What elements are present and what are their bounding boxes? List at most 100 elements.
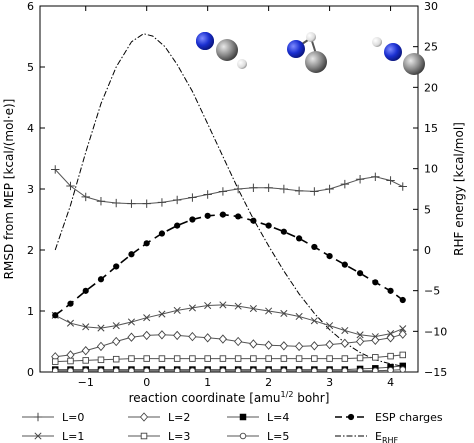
data-point-esp-charges [387, 287, 394, 294]
legend-marker [33, 412, 43, 422]
legend-item-l-5: L=5 [227, 430, 289, 443]
data-point-esp-charges [128, 251, 135, 258]
x-tick-label: −1 [78, 376, 94, 389]
data-point-l-3 [51, 358, 59, 365]
data-point-esp-charges [341, 261, 348, 268]
data-point-l-2 [81, 345, 90, 356]
data-point-l-1 [204, 301, 212, 310]
data-point-l-0 [340, 179, 350, 189]
data-point-l-1 [66, 319, 75, 327]
data-point-l-1 [127, 318, 136, 326]
data-point-l-1 [188, 304, 196, 312]
y-right-tick-label: 20 [424, 81, 438, 94]
data-point-l-2 [386, 333, 395, 343]
data-point-l-0 [157, 198, 167, 207]
data-point-l-5 [399, 366, 407, 372]
data-point-l-0 [249, 183, 258, 192]
y-tick-label: 3 [27, 183, 34, 196]
data-point-l-1 [399, 325, 407, 333]
data-point-l-2 [264, 340, 273, 350]
legend-label: L=2 [168, 411, 190, 424]
data-point-l-0 [112, 198, 121, 208]
data-point-l-5 [112, 367, 120, 372]
data-point-l-1 [82, 323, 90, 331]
data-point-l-0 [264, 183, 273, 192]
data-point-l-2 [142, 330, 151, 341]
data-point-l-2 [96, 341, 106, 352]
data-point-esp-charges [67, 300, 74, 307]
data-point-l-5 [265, 367, 272, 372]
data-point-l-5 [326, 367, 333, 372]
data-point-esp-charges [250, 217, 257, 224]
series-l-2 [51, 329, 407, 362]
data-point-l-5 [204, 367, 211, 372]
data-point-l-5 [189, 367, 196, 372]
data-point-l-5 [128, 367, 135, 372]
data-point-l-0 [51, 165, 60, 174]
data-point-l-3 [399, 351, 407, 359]
data-point-l-3 [143, 355, 150, 362]
y-right-tick-label: −15 [424, 366, 447, 379]
data-point-l-3 [204, 355, 211, 362]
data-point-l-1 [295, 312, 303, 321]
data-point-l-3 [97, 356, 105, 364]
legend-marker [239, 413, 247, 421]
x-axis-label: reaction coordinate [amu1/2 bohr] [129, 390, 330, 405]
data-point-l-0 [355, 175, 365, 184]
data-point-l-3 [158, 355, 166, 362]
legend-item-l-1: L=1 [22, 430, 84, 443]
data-point-l-5 [97, 367, 105, 372]
data-point-l-2 [355, 336, 365, 347]
data-point-esp-charges [265, 222, 272, 229]
legend-marker [239, 432, 247, 440]
legend-marker [139, 412, 149, 422]
data-point-l-1 [249, 305, 257, 313]
legend-label: L=4 [267, 411, 289, 424]
data-point-l-3 [234, 355, 242, 362]
data-point-l-5 [219, 367, 227, 372]
series-esp-charges [52, 211, 406, 319]
data-point-l-3 [326, 355, 333, 362]
legend-label: ERHF [375, 430, 399, 443]
data-point-l-3 [280, 355, 288, 362]
legend: L=0 L=1 L=2 L=3 L=4 L=5 ESP charges ERHF [22, 411, 443, 443]
data-point-l-0 [325, 184, 334, 194]
legend-item-l-4: L=4 [227, 411, 289, 424]
data-point-l-0 [398, 182, 407, 191]
data-point-esp-charges [399, 296, 406, 304]
molecule-isomer-icon [372, 37, 425, 75]
y-right-tick-label: 10 [424, 163, 438, 176]
y-tick-label: 2 [27, 244, 34, 257]
data-point-l-2 [112, 336, 121, 347]
data-point-l-3 [295, 355, 303, 362]
legend-label: ESP charges [375, 411, 443, 424]
y-right-tick-label: −10 [424, 325, 447, 338]
data-point-l-3 [311, 355, 318, 362]
legend-marker [34, 432, 42, 440]
data-point-l-2 [203, 333, 212, 343]
data-point-l-3 [265, 355, 272, 362]
data-point-esp-charges [189, 216, 196, 223]
data-point-l-3 [387, 352, 394, 360]
data-point-l-1 [173, 306, 181, 314]
legend-marker [140, 432, 148, 440]
data-point-l-5 [311, 367, 318, 372]
molecule-transition-icon [287, 32, 327, 73]
data-point-l-2 [188, 331, 197, 342]
data-point-l-2 [234, 336, 243, 347]
data-point-l-3 [67, 357, 74, 365]
data-point-l-5 [234, 367, 242, 372]
data-point-l-0 [310, 187, 319, 196]
series-e-rhf [54, 33, 403, 367]
data-point-esp-charges [235, 213, 242, 220]
data-point-l-3 [250, 355, 257, 362]
data-point-l-2 [249, 339, 258, 349]
data-point-l-5 [143, 367, 150, 372]
data-point-l-0 [294, 186, 304, 196]
data-point-esp-charges [52, 312, 59, 319]
data-point-l-2 [295, 341, 304, 352]
data-point-l-5 [280, 367, 288, 372]
data-point-l-1 [219, 301, 227, 309]
data-point-l-0 [218, 187, 228, 196]
legend-marker [347, 413, 355, 421]
